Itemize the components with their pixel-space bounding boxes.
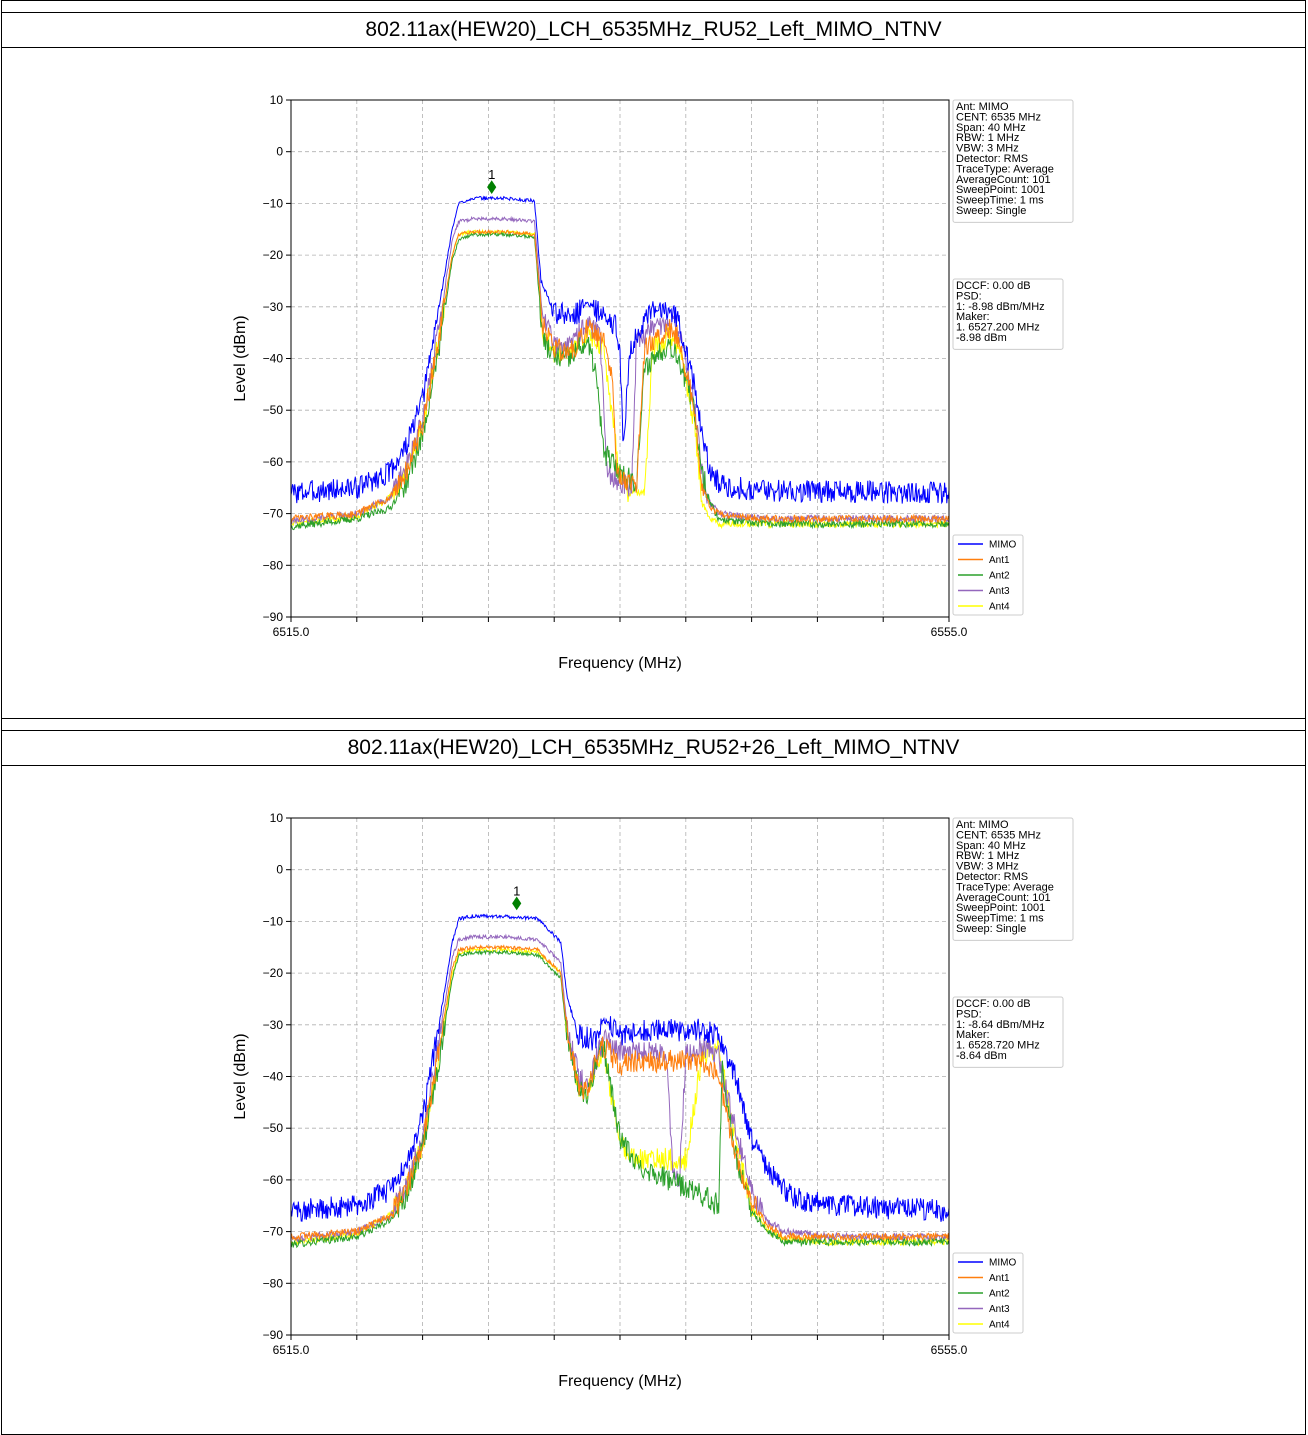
y-tick-label: −20 [263, 966, 284, 980]
y-tick-label: −20 [263, 248, 284, 262]
y-tick-label: −90 [263, 1328, 284, 1342]
result-info-line: Maker: [956, 1029, 990, 1041]
x-axis-label: Frequency (MHz) [558, 655, 682, 672]
result-info-line: DCCF: 0.00 dB [956, 998, 1031, 1010]
marker-1-icon [512, 896, 522, 911]
x-axis-label: Frequency (MHz) [558, 1373, 682, 1390]
legend-label-mimo: MIMO [989, 540, 1016, 551]
settings-info-line: Detector: RMS [956, 153, 1028, 165]
y-tick-label: −10 [263, 196, 284, 210]
settings-info-line: Span: 40 MHz [956, 122, 1026, 134]
y-tick-label: 0 [276, 863, 283, 877]
y-tick-label: −30 [263, 300, 284, 314]
y-tick-label: −40 [263, 352, 284, 366]
settings-info-line: SweepTime: 1 ms [956, 195, 1044, 207]
settings-info-line: VBW: 3 MHz [956, 861, 1019, 873]
settings-info-line: RBW: 1 MHz [956, 850, 1019, 862]
legend-label-ant3: Ant3 [989, 1304, 1010, 1315]
y-tick-label: 10 [270, 811, 284, 825]
trace-ant1 [290, 228, 950, 525]
y-tick-label: −60 [263, 1173, 284, 1187]
legend-label-ant1: Ant1 [989, 555, 1010, 566]
settings-info-line: CENT: 6535 MHz [956, 111, 1041, 123]
marker-1-label: 1 [488, 167, 495, 182]
settings-info-line: SweepPoint: 1001 [956, 902, 1045, 914]
legend-box [952, 1252, 1024, 1334]
y-tick-label: −90 [263, 610, 284, 624]
settings-info-line: Sweep: Single [956, 205, 1026, 217]
settings-info-line: AverageCount: 101 [956, 174, 1051, 186]
result-info-line: 1: -8.98 dBm/MHz [956, 301, 1045, 313]
x-tick-label: 6555.0 [931, 625, 968, 639]
settings-info-line: SweepTime: 1 ms [956, 913, 1044, 925]
result-info-line: 1: -8.64 dBm/MHz [956, 1019, 1045, 1031]
settings-info-line: TraceType: Average [956, 881, 1054, 893]
trace-ant2 [290, 949, 950, 1249]
result-info-box [952, 996, 1064, 1068]
settings-info-line: RBW: 1 MHz [956, 132, 1019, 144]
settings-info-line: AverageCount: 101 [956, 892, 1051, 904]
y-tick-label: −60 [263, 455, 284, 469]
settings-info-line: Ant: MIMO [956, 819, 1009, 831]
legend-label-ant3: Ant3 [989, 586, 1010, 597]
trace-ant3 [290, 933, 950, 1243]
result-info-line: DCCF: 0.00 dB [956, 280, 1031, 292]
result-info-line: PSD: [956, 1008, 982, 1020]
marker-1-icon [487, 180, 497, 195]
legend-label-ant1: Ant1 [989, 1273, 1010, 1284]
legend-label-mimo: MIMO [989, 1258, 1016, 1269]
settings-info-box [952, 99, 1074, 223]
chart-title-2: 802.11ax(HEW20)_LCH_6535MHz_RU52+26_Left… [1, 730, 1306, 766]
y-tick-label: −30 [263, 1018, 284, 1032]
chart-title-1: 802.11ax(HEW20)_LCH_6535MHz_RU52_Left_MI… [1, 12, 1306, 48]
result-info-line: Maker: [956, 311, 990, 323]
legend-box [952, 534, 1024, 616]
y-tick-label: −50 [263, 403, 284, 417]
marker-1-label: 1 [513, 883, 520, 898]
y-tick-label: −80 [263, 1276, 284, 1290]
settings-info-line: Detector: RMS [956, 871, 1028, 883]
x-tick-label: 6515.0 [273, 1343, 310, 1357]
y-tick-label: −70 [263, 507, 284, 521]
result-info-line: -8.98 dBm [956, 332, 1007, 344]
settings-info-box [952, 817, 1074, 941]
settings-info-line: SweepPoint: 1001 [956, 184, 1045, 196]
settings-info-line: TraceType: Average [956, 163, 1054, 175]
result-info-line: 1. 6528.720 MHz [956, 1040, 1040, 1052]
result-info-line: PSD: [956, 290, 982, 302]
y-tick-label: 10 [270, 93, 284, 107]
trace-ant4 [290, 946, 950, 1247]
trace-mimo [290, 913, 950, 1222]
trace-ant1 [290, 944, 950, 1242]
legend-label-ant2: Ant2 [989, 1289, 1010, 1300]
x-tick-label: 6515.0 [273, 625, 310, 639]
y-tick-label: −70 [263, 1225, 284, 1239]
y-axis-label: Level (dBm) [232, 315, 249, 401]
y-axis-label: Level (dBm) [232, 1033, 249, 1119]
y-tick-label: −40 [263, 1070, 284, 1084]
settings-info-line: VBW: 3 MHz [956, 143, 1019, 155]
y-tick-label: 0 [276, 145, 283, 159]
y-tick-label: −10 [263, 914, 284, 928]
settings-info-line: Ant: MIMO [956, 101, 1009, 113]
trace-mimo [290, 195, 950, 505]
result-info-line: -8.64 dBm [956, 1050, 1007, 1062]
x-tick-label: 6555.0 [931, 1343, 968, 1357]
legend-label-ant4: Ant4 [989, 602, 1010, 613]
settings-info-line: Sweep: Single [956, 923, 1026, 935]
result-info-box [952, 278, 1064, 350]
y-tick-label: −50 [263, 1121, 284, 1135]
settings-info-line: Span: 40 MHz [956, 840, 1026, 852]
result-info-line: 1. 6527.200 MHz [956, 322, 1040, 334]
settings-info-line: CENT: 6535 MHz [956, 829, 1041, 841]
legend-label-ant4: Ant4 [989, 1320, 1010, 1331]
y-tick-label: −80 [263, 558, 284, 572]
legend-label-ant2: Ant2 [989, 571, 1010, 582]
